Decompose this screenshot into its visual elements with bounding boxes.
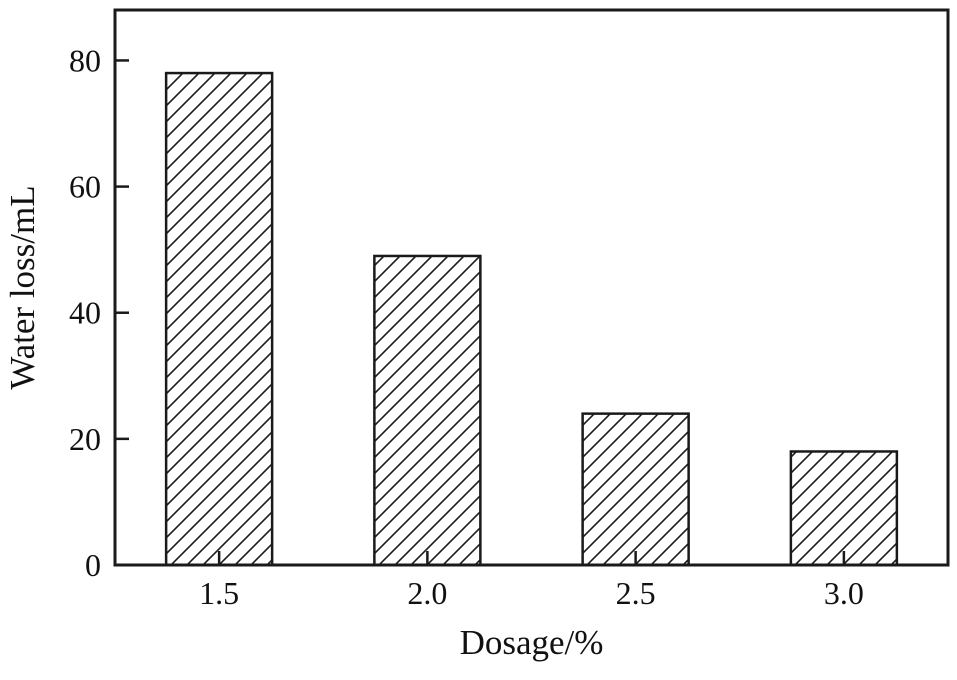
x-tick-label: 3.0 xyxy=(824,575,864,611)
bar-dosage-2.0 xyxy=(373,254,482,567)
y-tick-label: 0 xyxy=(85,547,101,583)
y-axis-title: Water loss/mL xyxy=(3,185,42,389)
plot-frame xyxy=(113,8,950,567)
y-tick-label: 80 xyxy=(69,42,101,78)
y-tick-label: 20 xyxy=(69,421,101,457)
bar-dosage-3.0 xyxy=(789,450,899,567)
y-tick-label: 40 xyxy=(69,295,101,331)
bar-dosage-1.5 xyxy=(164,71,274,567)
x-axis-title: Dosage/% xyxy=(460,623,604,662)
bar-dosage-2.5 xyxy=(581,412,690,567)
x-tick-label: 2.5 xyxy=(616,575,656,611)
x-tick-label: 1.5 xyxy=(199,575,239,611)
x-tick-label: 2.0 xyxy=(407,575,447,611)
y-tick-label: 60 xyxy=(69,169,101,205)
